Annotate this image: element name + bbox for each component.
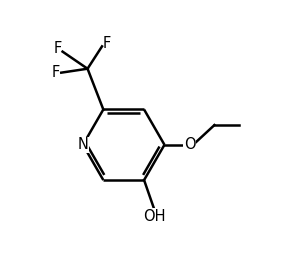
- Text: O: O: [184, 137, 195, 152]
- Text: OH: OH: [143, 209, 166, 224]
- Text: F: F: [103, 36, 111, 51]
- Text: F: F: [52, 65, 60, 80]
- Text: N: N: [77, 137, 88, 152]
- Text: F: F: [54, 42, 62, 57]
